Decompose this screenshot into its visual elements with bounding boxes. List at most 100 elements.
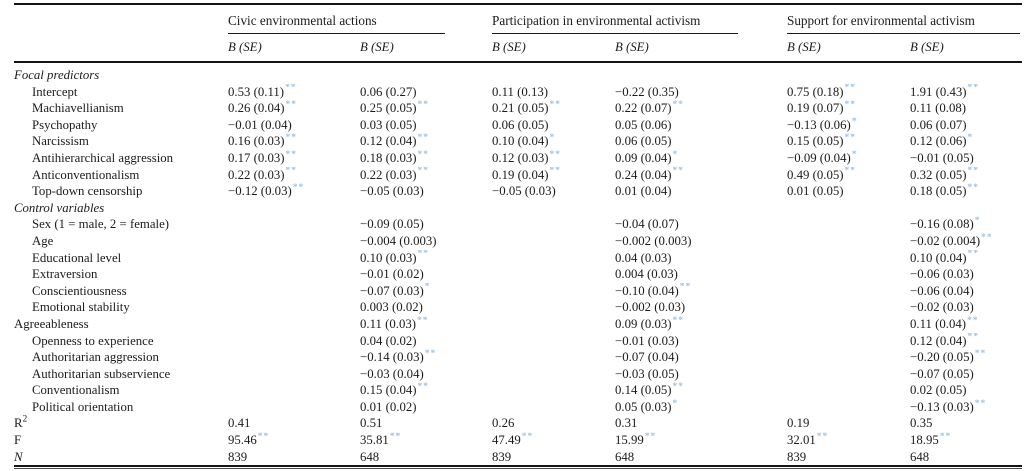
coefficient-value: −0.002 (0.003) <box>615 233 692 248</box>
value-cell <box>492 266 615 283</box>
coefficient-value: 47.49 <box>492 433 521 448</box>
coefficient-value: 0.17 (0.03) <box>228 150 285 165</box>
table-row: Authoritarian aggression −0.14 (0.03)** −0… <box>14 349 1022 366</box>
group-header-label: Participation in environmental activism <box>492 13 738 34</box>
coefficient-value: 35.81 <box>360 433 389 448</box>
coefficient-value: −0.13 (0.06) <box>787 117 851 132</box>
value-cell: −0.002 (0.03) <box>615 299 787 316</box>
coefficient-value: 0.12 (0.03) <box>492 150 549 165</box>
coefficient-value: −0.01 (0.04) <box>228 117 292 132</box>
significance-stars: * <box>424 282 431 293</box>
value-cell: 0.24 (0.04)** <box>615 167 787 184</box>
coefficient-value: 839 <box>228 449 248 464</box>
value-cell: −0.09 (0.04)* <box>787 150 910 167</box>
significance-stars: ** <box>644 432 657 442</box>
table-bottom-rule <box>14 465 1022 470</box>
value-cell: 0.22 (0.03)** <box>360 167 492 184</box>
value-cell: −0.03 (0.04) <box>360 366 492 383</box>
value-cell <box>492 250 615 267</box>
value-cell: 0.15 (0.05)** <box>787 133 910 150</box>
value-cell: 0.05 (0.06) <box>615 117 787 134</box>
value-cell: −0.07 (0.05) <box>910 366 1024 383</box>
value-cell: 839 <box>492 449 615 466</box>
significance-stars: ** <box>417 382 430 393</box>
value-cell <box>228 399 360 416</box>
value-cell: −0.05 (0.03) <box>360 183 492 200</box>
value-cell: −0.01 (0.02) <box>360 266 492 283</box>
coefficient-value: 0.18 (0.03) <box>360 150 417 165</box>
value-cell <box>228 299 360 316</box>
table-row: Machiavellianism 0.26 (0.04)** 0.25 (0.05)… <box>14 100 1022 117</box>
value-cell: 0.03 (0.05) <box>360 117 492 134</box>
value-cell: 32.01** <box>787 432 910 449</box>
coefficient-value: 0.53 (0.11) <box>228 84 285 99</box>
value-cell: −0.12 (0.03)** <box>228 183 360 200</box>
value-cell: 0.003 (0.02) <box>360 299 492 316</box>
value-cell: 0.12 (0.04)** <box>910 333 1024 350</box>
value-cell: 0.16 (0.03)** <box>228 133 360 150</box>
table-row: Openness to experience 0.04 (0.02) −0.01 (… <box>14 333 1022 350</box>
coefficient-value: 839 <box>492 449 512 464</box>
subheader-empty <box>14 40 228 54</box>
coefficient-value: −0.14 (0.03) <box>360 350 424 365</box>
value-cell: −0.06 (0.04) <box>910 283 1024 300</box>
significance-stars: ** <box>285 166 298 177</box>
table-row: Antihierarchical aggression 0.17 (0.03)**… <box>14 150 1022 167</box>
group-header-civic: Civic environmental actions <box>228 13 492 34</box>
value-cell <box>787 349 910 366</box>
value-cell <box>228 200 360 217</box>
group-header-label: Civic environmental actions <box>228 13 445 34</box>
significance-stars: * <box>672 149 679 160</box>
row-label: N <box>14 449 23 464</box>
significance-stars: ** <box>672 382 685 393</box>
value-cell: −0.01 (0.03) <box>615 333 787 350</box>
value-cell: 15.99** <box>615 432 787 449</box>
coefficient-value: −0.05 (0.03) <box>492 184 556 199</box>
significance-stars: ** <box>285 100 298 110</box>
coefficient-value: −0.07 (0.04) <box>615 350 679 365</box>
value-cell: 0.26 <box>492 415 615 432</box>
significance-stars: ** <box>417 166 430 177</box>
value-cell: 0.11 (0.03)** <box>360 316 492 333</box>
column-header: B (SE) <box>492 40 526 54</box>
coefficient-value: 0.02 (0.05) <box>910 383 967 398</box>
coefficient-value: 0.35 <box>910 416 933 431</box>
coefficient-value: −0.09 (0.04) <box>787 150 851 165</box>
value-cell: 0.04 (0.02) <box>360 333 492 350</box>
coefficient-value: 0.51 <box>360 416 383 431</box>
significance-stars: ** <box>844 100 857 110</box>
column-header: B (SE) <box>615 40 649 54</box>
table-row: Educational level 0.10 (0.03)** 0.04 (0.03… <box>14 250 1022 267</box>
coefficient-value: −0.02 (0.004) <box>910 233 981 248</box>
row-label: Focal predictors <box>14 68 100 82</box>
value-cell <box>787 316 910 333</box>
value-cell: 0.02 (0.05) <box>910 382 1024 399</box>
label-superscript: 2 <box>22 415 28 426</box>
coefficient-value: 0.75 (0.18) <box>787 84 844 99</box>
coefficient-value: 0.26 (0.04) <box>228 101 285 116</box>
coefficient-value: −0.16 (0.08) <box>910 217 974 232</box>
value-cell: 0.19 (0.04)** <box>492 167 615 184</box>
row-label: Psychopathy <box>32 117 98 132</box>
row-label: Intercept <box>32 84 78 99</box>
significance-stars: ** <box>257 432 270 442</box>
coefficient-value: 0.16 (0.03) <box>228 134 285 149</box>
coefficient-value: −0.04 (0.07) <box>615 217 679 232</box>
value-cell: 1.91 (0.43)** <box>910 84 1024 101</box>
value-cell <box>787 250 910 267</box>
value-cell: −0.09 (0.05) <box>360 216 492 233</box>
significance-stars: ** <box>521 432 534 442</box>
coefficient-value: 0.22 (0.03) <box>360 167 417 182</box>
value-cell <box>228 316 360 333</box>
coefficient-value: −0.03 (0.05) <box>615 366 679 381</box>
value-cell: −0.06 (0.03) <box>910 266 1024 283</box>
table-row: Psychopathy −0.01 (0.04) 0.03 (0.05) 0.06 (… <box>14 117 1022 134</box>
value-cell <box>228 349 360 366</box>
value-cell: −0.16 (0.08)* <box>910 216 1024 233</box>
row-label: Control variables <box>14 200 105 215</box>
significance-stars: ** <box>672 100 685 110</box>
value-cell: 0.31 <box>615 415 787 432</box>
value-cell <box>615 67 787 84</box>
value-cell: 648 <box>910 449 1024 466</box>
coefficient-value: 15.99 <box>615 433 644 448</box>
